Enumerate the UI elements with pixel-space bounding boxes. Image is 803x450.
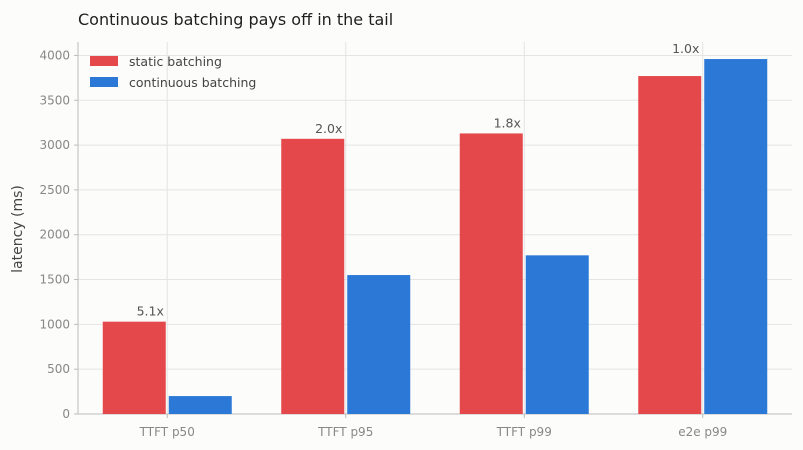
y-tick-label-1: 500 <box>47 362 70 376</box>
bar-continuous-2 <box>525 255 589 414</box>
bar-static-1 <box>281 138 345 414</box>
ratio-label-0: 5.1x <box>137 304 164 319</box>
y-tick-label-8: 4000 <box>39 48 70 62</box>
legend-swatch-1 <box>90 77 118 87</box>
bar-continuous-3 <box>704 59 768 415</box>
axes-layer: 0 500 1000 1500 2000 2500 3000 3500 4000 TTFT p50… <box>39 42 792 439</box>
y-tick-label-0: 0 <box>62 407 70 421</box>
labels-layer: 5.1x 2.0x 1.8x 1.0x <box>137 41 700 319</box>
x-tick-label-1: TTFT p95 <box>317 425 373 439</box>
bar-static-0 <box>102 321 166 414</box>
x-tick-label-3: e2e p99 <box>678 425 727 439</box>
grid-layer <box>78 42 792 415</box>
y-tick-label-7: 3500 <box>39 93 70 107</box>
chart-title: Continuous batching pays off in the tail <box>78 10 393 29</box>
x-tick-label-0: TTFT p50 <box>139 425 195 439</box>
y-tick-label-6: 3000 <box>39 138 70 152</box>
x-tick-label-2: TTFT p99 <box>496 425 552 439</box>
legend-swatch-0 <box>90 56 118 66</box>
bar-continuous-1 <box>347 275 411 414</box>
bar-static-2 <box>459 133 523 414</box>
bars-layer <box>102 59 768 415</box>
ratio-label-3: 1.0x <box>672 41 699 56</box>
y-axis-label: latency (ms) <box>10 185 26 273</box>
legend-label-1: continuous batching <box>129 75 256 90</box>
legend-layer: static batching continuous batching <box>90 54 256 90</box>
ratio-label-2: 1.8x <box>494 115 521 130</box>
ratio-label-1: 2.0x <box>315 121 342 136</box>
y-tick-label-3: 1500 <box>39 273 70 287</box>
y-tick-label-5: 2500 <box>39 183 70 197</box>
y-tick-label-4: 2000 <box>39 228 70 242</box>
legend-label-0: static batching <box>129 54 222 69</box>
bar-continuous-0 <box>168 396 232 414</box>
bar-static-3 <box>638 76 702 414</box>
y-tick-label-2: 1000 <box>39 317 70 331</box>
